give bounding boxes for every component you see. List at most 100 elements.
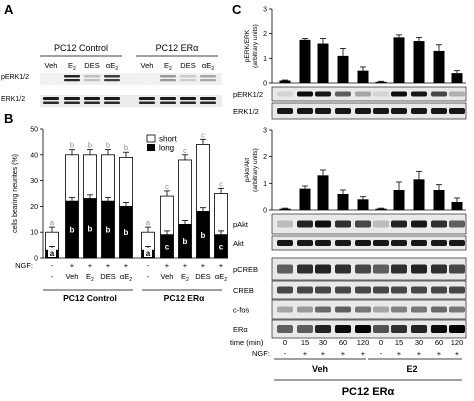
panel-b-treatment-label: E2 bbox=[86, 272, 94, 283]
bar-long-sig: c bbox=[165, 242, 170, 251]
blot-erk-label: ERK1/2 bbox=[233, 107, 259, 116]
panel-c-time-value: 15 bbox=[301, 338, 309, 347]
blot-akt-band bbox=[297, 240, 313, 246]
panel-a-erk-band bbox=[64, 101, 80, 104]
blot-akt-band bbox=[335, 240, 351, 246]
blot-cfos-band bbox=[431, 306, 447, 313]
panel-c-y-tick-label: 3 bbox=[263, 128, 267, 135]
panel-b-y-tick-label: 10 bbox=[30, 230, 38, 237]
panel-a-erk-band bbox=[64, 97, 80, 100]
blot-pcreb-band bbox=[355, 264, 371, 274]
blot-pcreb-band bbox=[449, 264, 465, 274]
bar bbox=[413, 41, 425, 83]
blot-erk-band bbox=[449, 108, 465, 114]
bar-long-sig: b bbox=[201, 231, 206, 240]
panel-b-ngf-sign: + bbox=[219, 261, 224, 270]
blot-creb-band bbox=[391, 286, 407, 294]
bar-long-sig-bg bbox=[48, 248, 56, 257]
panel-a-perk-band bbox=[43, 79, 59, 82]
blot-pcreb-band bbox=[335, 264, 351, 274]
blot-perk-band bbox=[335, 91, 351, 97]
blot-cfos-band bbox=[297, 306, 313, 313]
blot-akt-band bbox=[355, 240, 371, 246]
legend-long-swatch bbox=[147, 144, 155, 151]
panel-c-y-tick-label: 3 bbox=[263, 7, 267, 14]
blot-cfos-band bbox=[277, 306, 293, 313]
blot-cfos-band bbox=[411, 306, 427, 313]
bar-long-sig: b bbox=[183, 237, 188, 246]
panel-c-time-value: 30 bbox=[319, 338, 327, 347]
blot-erk-band bbox=[391, 108, 407, 114]
panel-a-perk-band bbox=[160, 75, 176, 78]
panel-b-treatment-label: Veh bbox=[66, 272, 79, 281]
panel-c-ngf-sign: + bbox=[417, 349, 422, 358]
bar-short-sig: b bbox=[124, 143, 128, 152]
panel-a-erk-band bbox=[43, 101, 59, 104]
panel-c-ngf-sign: - bbox=[284, 349, 287, 358]
panel-a-group-left: PC12 Control bbox=[54, 43, 108, 53]
panel-b-ngf-sign: - bbox=[147, 261, 150, 270]
panel-c-y-tick-label: 0 bbox=[263, 81, 267, 88]
blot-creb-band bbox=[431, 286, 447, 294]
blot-akt-band bbox=[391, 240, 407, 246]
panel-b-ngf-sign: + bbox=[201, 261, 206, 270]
panel-a-erk-band bbox=[139, 97, 155, 100]
panel-b-treatment-label: E2 bbox=[181, 272, 189, 283]
panel-c-footer: PC12 ERα bbox=[342, 386, 395, 398]
bar-short bbox=[83, 154, 97, 200]
panel-a-perk-band bbox=[64, 79, 80, 82]
bar-short bbox=[196, 144, 210, 212]
bar bbox=[337, 194, 349, 210]
panel-c-time-value: 120 bbox=[451, 338, 464, 347]
blot-creb-band bbox=[355, 286, 371, 294]
blot-pcreb-band bbox=[297, 264, 313, 274]
bar-short bbox=[101, 154, 115, 202]
panel-a-lane-label: E2 bbox=[164, 61, 172, 72]
legend-short-swatch bbox=[146, 134, 156, 143]
blot-creb-band bbox=[277, 286, 293, 294]
bar-short bbox=[119, 156, 133, 207]
blot-pakt-band bbox=[315, 220, 331, 228]
panel-b-ngf-sign: + bbox=[183, 261, 188, 270]
blot-era-band bbox=[431, 325, 447, 333]
bar bbox=[317, 43, 329, 83]
bar-long-sig: b bbox=[70, 226, 75, 235]
panel-c-y-label: pAkt/Akt(arbitrary units) bbox=[244, 148, 259, 192]
panel-b-y-tick-label: 20 bbox=[30, 204, 38, 211]
panel-a-perk-band bbox=[43, 75, 59, 78]
blot-pcreb-band bbox=[315, 264, 331, 274]
blot-era-label: ERα bbox=[233, 325, 248, 334]
panel-c-time-value: 30 bbox=[415, 338, 423, 347]
blot-creb-band bbox=[315, 286, 331, 294]
panel-a-lane-label: E2 bbox=[68, 61, 76, 72]
panel-b-treatment-label: - bbox=[51, 272, 54, 281]
panel-b-y-label: cells bearing neurites (%) bbox=[12, 154, 19, 233]
blot-pakt-band bbox=[411, 220, 427, 228]
panel-b-treatment-label: αE2 bbox=[215, 272, 227, 283]
bar-short-sig: a bbox=[50, 218, 55, 227]
panel-a-perk-band bbox=[180, 75, 196, 78]
panel-c-y-tick-label: 2 bbox=[263, 154, 267, 161]
panel-a-erk-band bbox=[160, 101, 176, 104]
panel-a-lane-label: Veh bbox=[141, 61, 154, 70]
panel-a-perk-band bbox=[139, 75, 155, 78]
blot-creb-band bbox=[449, 286, 465, 294]
panel-a-perk-band bbox=[200, 79, 216, 82]
bar bbox=[299, 39, 311, 83]
panel-a-row-perk: pERK1/2 bbox=[1, 74, 29, 81]
panel-a-perk-band bbox=[104, 75, 120, 78]
panel-a-erk-band bbox=[43, 97, 59, 100]
panel-a-perk-band bbox=[200, 75, 216, 78]
bar bbox=[299, 188, 311, 210]
blot-pakt-label: pAkt bbox=[233, 220, 249, 229]
panel-b-ngf-sign: - bbox=[51, 261, 54, 270]
panel-c-time-value: 0 bbox=[283, 338, 287, 347]
blot-pakt-band bbox=[277, 220, 293, 228]
blot-cfos-band bbox=[391, 306, 407, 313]
blot-cfos-band bbox=[335, 306, 351, 313]
blot-pakt-band bbox=[373, 220, 389, 228]
bar bbox=[317, 175, 329, 210]
bar-short-sig: c bbox=[165, 182, 169, 191]
panel-c-group-left: Veh bbox=[312, 364, 328, 374]
